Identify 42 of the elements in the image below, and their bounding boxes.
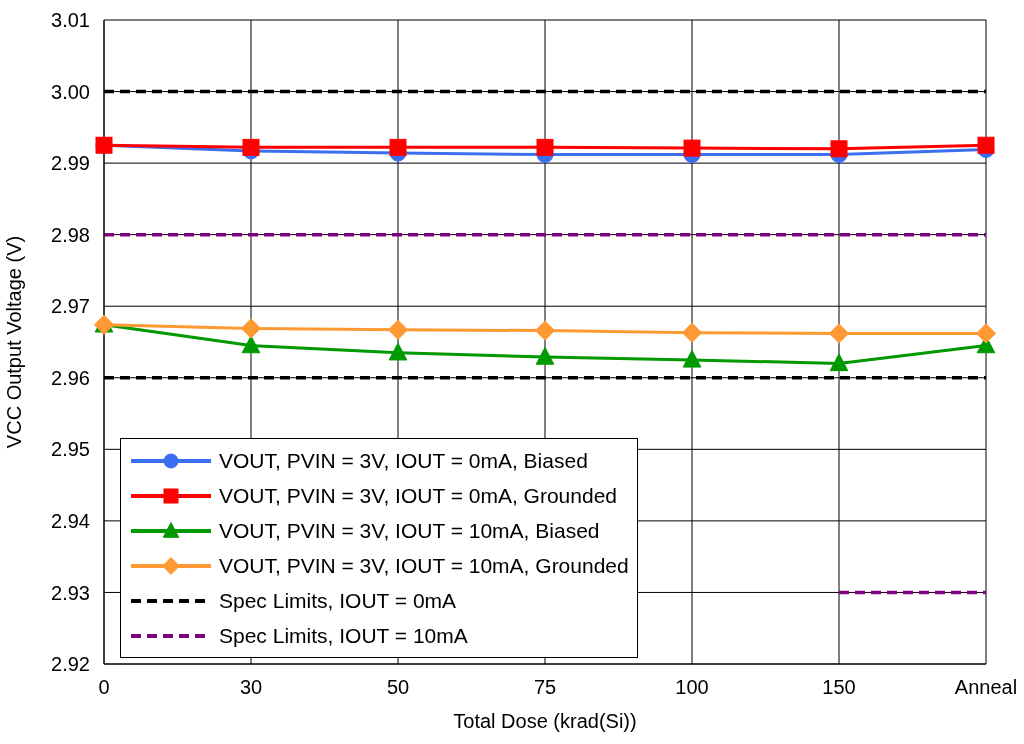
x-tick-label: 150 — [822, 676, 856, 699]
y-tick-label: 2.97 — [51, 295, 90, 318]
y-tick-label: 2.96 — [51, 366, 90, 389]
legend-label: VOUT, PVIN = 3V, IOUT = 0mA, Grounded — [219, 483, 618, 508]
point — [828, 323, 850, 344]
legend-label: VOUT, PVIN = 3V, IOUT = 10mA, Grounded — [219, 553, 629, 578]
point — [682, 349, 702, 368]
legend-label: VOUT, PVIN = 3V, IOUT = 10mA, Biased — [219, 518, 600, 543]
y-tick-label: 3.00 — [51, 80, 90, 103]
point — [241, 335, 261, 354]
point — [829, 353, 849, 372]
point — [388, 342, 408, 361]
y-tick-label: 2.94 — [51, 509, 90, 532]
y-tick-label: 2.93 — [51, 581, 90, 604]
point — [977, 136, 995, 154]
point — [387, 319, 409, 340]
point — [242, 138, 260, 156]
x-tick-label: 30 — [239, 676, 263, 699]
point — [535, 346, 555, 365]
point — [683, 139, 701, 157]
point — [536, 138, 554, 156]
y-tick-label: 3.01 — [51, 9, 90, 32]
y-tick-label: 2.95 — [51, 438, 90, 461]
legend-label: Spec Limits, IOUT = 10mA — [219, 623, 468, 648]
point — [240, 318, 262, 339]
y-tick-label: 2.92 — [51, 653, 90, 676]
x-axis-title: Total Dose (krad(Si)) — [453, 710, 637, 732]
point — [975, 323, 997, 344]
point — [389, 138, 407, 156]
legend-label: VOUT, PVIN = 3V, IOUT = 0mA, Biased — [219, 448, 588, 473]
y-tick-label: 2.98 — [51, 223, 90, 246]
point — [681, 322, 703, 343]
x-tick-label: 75 — [533, 676, 557, 699]
x-tick-label: 100 — [675, 676, 709, 699]
y-tick-label: 2.99 — [51, 152, 90, 175]
point — [830, 140, 848, 158]
legend-label: Spec Limits, IOUT = 0mA — [219, 588, 457, 613]
x-tick-label: 0 — [98, 676, 110, 699]
point — [534, 320, 556, 341]
y-axis-title: VCC Output Voltage (V) — [3, 235, 26, 449]
x-tick-label: 50 — [386, 676, 410, 699]
x-tick-label: Anneal — [954, 676, 1018, 699]
